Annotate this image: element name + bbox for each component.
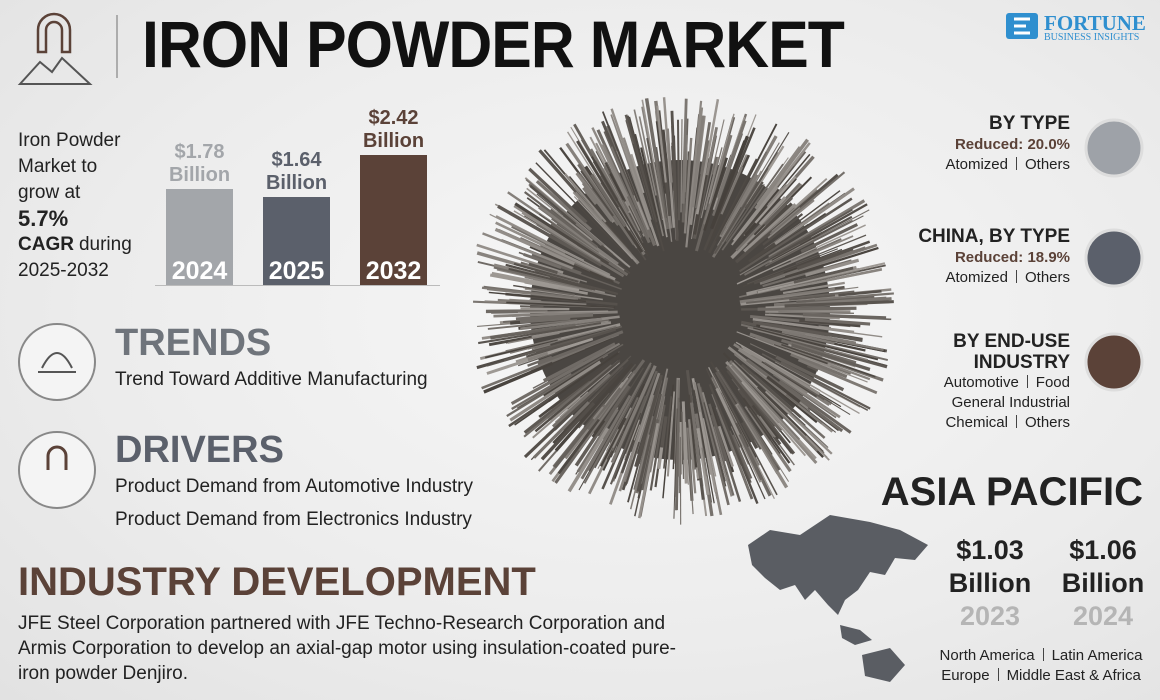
region-name: Middle East & Africa [1006, 667, 1141, 684]
cagr-line: CAGR during 2025-2032 [18, 232, 143, 284]
driver-item: Product Demand from Automotive Industry [115, 476, 473, 497]
type-icon [1084, 118, 1144, 178]
region-year: 2024 [1072, 601, 1134, 631]
cagr-value: 5.7% [18, 206, 69, 231]
drivers-title: DRIVERS [115, 429, 284, 471]
region-name: Latin America [1051, 647, 1143, 664]
region-row: North America Latin America [930, 646, 1152, 666]
drivers-glyph [46, 445, 68, 470]
region-value: $1.06 Billion [1061, 535, 1145, 598]
value-label: $1.78 Billion [168, 141, 231, 187]
segment-item: Food [1035, 374, 1070, 391]
segment-item: General Industrial [951, 394, 1070, 411]
segment-row: Chemical Others [870, 413, 1070, 433]
cagr-period: during 2025-2032 [18, 234, 132, 281]
chart-baseline [155, 285, 440, 286]
logo-icon [17, 12, 93, 85]
bar [360, 155, 427, 285]
trends-title: TRENDS [115, 322, 272, 364]
segment-row: General Industrial [870, 393, 1070, 413]
value-label: $1.64 Billion [265, 148, 328, 194]
segment-item: Automotive [943, 374, 1019, 391]
china-icon [1084, 228, 1144, 288]
trends-icon [18, 323, 96, 401]
value-label: $2.42 Billion [362, 107, 425, 152]
region-row: Europe Middle East & Africa [930, 666, 1152, 686]
separator [1026, 375, 1028, 388]
segment-item: Chemical [945, 414, 1008, 431]
drivers-icon [18, 431, 96, 509]
year-label: 2024 [171, 257, 228, 285]
brand: FORTUNE [1044, 11, 1146, 35]
separator [1015, 157, 1017, 170]
region-title: ASIA PACIFIC [880, 470, 1143, 514]
segment: BY END-USE INDUSTRY Automotive Food General… [870, 331, 1070, 433]
segment-row: Atomized Others [870, 268, 1070, 288]
separator [1015, 415, 1017, 428]
segment-row: Automotive Food [870, 373, 1070, 393]
trend-item: Trend Toward Additive Manufacturing [115, 369, 428, 390]
region-name: North America [939, 647, 1035, 664]
region-value: $1.03 Billion [948, 535, 1032, 598]
growth-intro: Iron Powder Market to grow at [18, 130, 121, 203]
segment: CHINA, BY TYPE Reduced: 18.9% Atomized Othe… [870, 226, 1070, 288]
bar [263, 196, 330, 285]
iron-ball-image [472, 97, 894, 525]
segment-highlight: Reduced: 20.0% [954, 136, 1070, 153]
other-regions: North America Latin America Europe Middle E… [930, 646, 1152, 686]
segment-title: BY TYPE [989, 113, 1070, 134]
bar [166, 189, 233, 285]
year-label: 2032 [365, 257, 422, 285]
brand-logo [1006, 13, 1038, 39]
region-year: 2023 [959, 601, 1021, 631]
region-name: Europe [941, 667, 990, 684]
development-text: JFE Steel Corporation partnered with JFE… [18, 613, 676, 684]
segment-item: Atomized [945, 156, 1008, 173]
segment: BY TYPE Reduced: 20.0% Atomized Others [870, 113, 1070, 175]
asia-map [748, 515, 928, 682]
year-label: 2025 [268, 257, 325, 285]
separator [1015, 270, 1017, 283]
brand-sub: BUSINESS INSIGHTS [1044, 32, 1140, 43]
driver-item: Product Demand from Electronics Industry [115, 509, 472, 530]
segment-highlight: Reduced: 18.9% [954, 249, 1070, 266]
separator [1042, 648, 1044, 661]
trends-glyph [38, 352, 76, 373]
title: IRON POWDER MARKET [142, 7, 845, 81]
segment-title: BY END-USE INDUSTRY [953, 331, 1070, 373]
segment-item: Others [1024, 269, 1070, 286]
separator [997, 668, 999, 681]
segment-item: Others [1024, 414, 1070, 431]
segment-title: CHINA, BY TYPE [918, 226, 1070, 247]
development-title: INDUSTRY DEVELOPMENT [18, 560, 536, 604]
segment-item: Atomized [945, 269, 1008, 286]
cagr-label: CAGR [18, 234, 74, 255]
end-use-icon [1084, 332, 1144, 392]
growth-text: Iron Powder Market to grow at 5.7% CAGR dur… [18, 128, 143, 284]
segment-row: Atomized Others [870, 155, 1070, 175]
segment-item: Others [1024, 156, 1070, 173]
